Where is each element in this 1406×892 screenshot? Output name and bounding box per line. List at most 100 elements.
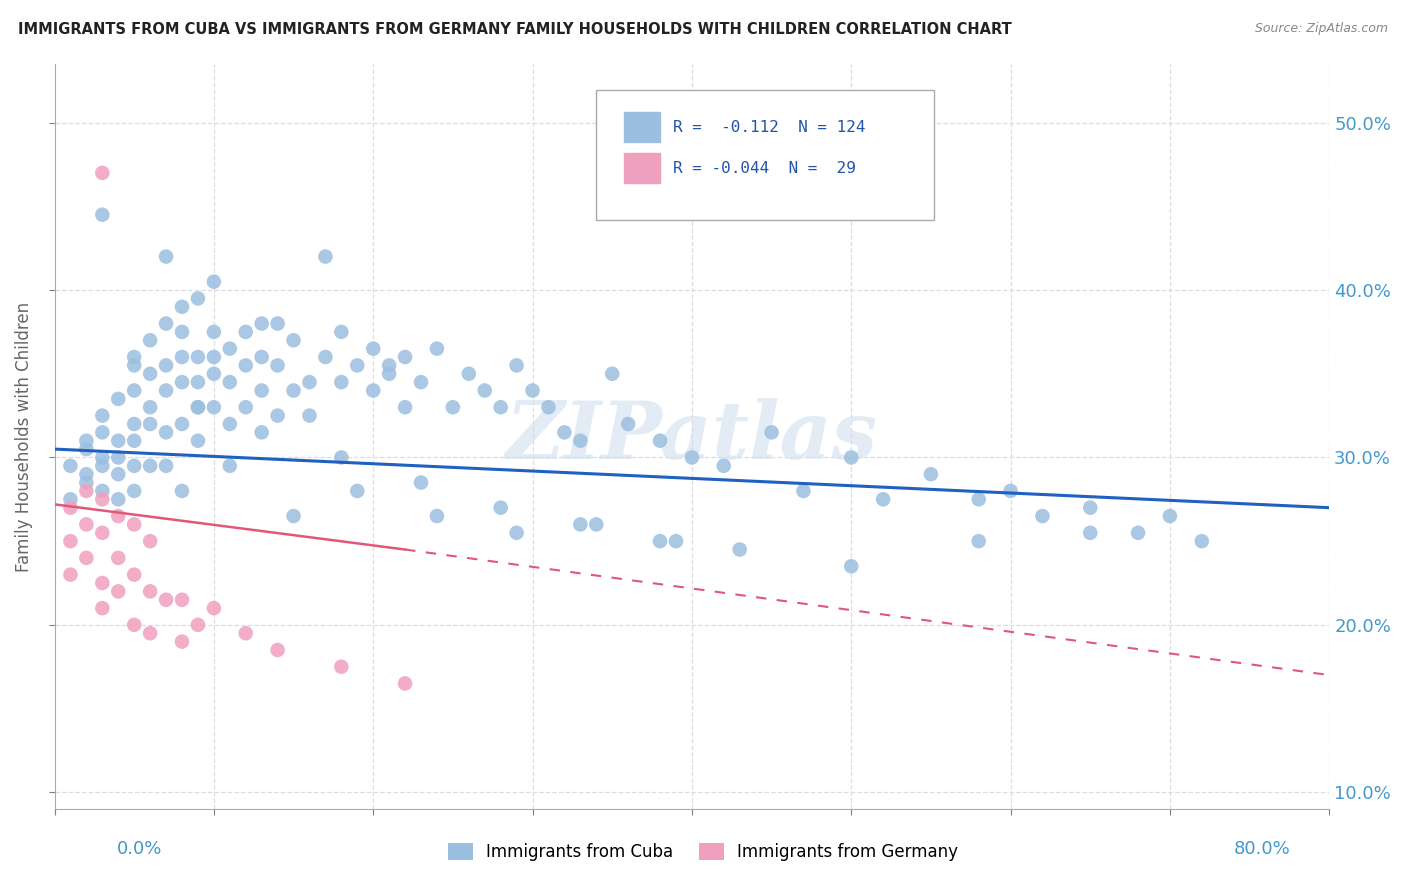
Point: [1078, 525, 1101, 540]
Point: [314, 250, 336, 264]
Point: [665, 534, 688, 549]
Text: 0.0%: 0.0%: [117, 840, 162, 858]
Point: [91, 492, 114, 507]
Point: [266, 643, 288, 657]
Point: [409, 475, 432, 490]
Point: [187, 618, 209, 632]
Point: [107, 509, 129, 524]
Point: [441, 401, 464, 415]
Point: [187, 350, 209, 364]
Point: [91, 425, 114, 440]
Point: [59, 492, 82, 507]
Point: [139, 458, 162, 473]
Text: R =  -0.112  N = 124: R = -0.112 N = 124: [673, 120, 865, 135]
Point: [920, 467, 942, 482]
Point: [139, 417, 162, 431]
Bar: [624, 112, 659, 143]
Point: [107, 434, 129, 448]
Point: [394, 350, 416, 364]
Point: [283, 384, 305, 398]
Point: [139, 333, 162, 347]
Point: [839, 450, 862, 465]
Point: [1078, 500, 1101, 515]
Text: 80.0%: 80.0%: [1234, 840, 1291, 858]
Point: [218, 375, 240, 389]
Point: [59, 458, 82, 473]
Point: [91, 601, 114, 615]
Point: [713, 458, 735, 473]
Text: Source: ZipAtlas.com: Source: ZipAtlas.com: [1254, 22, 1388, 36]
Point: [617, 417, 640, 431]
Point: [75, 467, 97, 482]
Point: [91, 166, 114, 180]
Point: [75, 483, 97, 498]
Point: [59, 534, 82, 549]
Point: [187, 401, 209, 415]
Point: [170, 634, 193, 648]
Point: [75, 434, 97, 448]
Point: [1000, 483, 1022, 498]
Point: [474, 384, 496, 398]
Point: [91, 483, 114, 498]
Point: [170, 375, 193, 389]
Point: [967, 534, 990, 549]
Point: [426, 509, 449, 524]
Point: [505, 525, 527, 540]
Point: [266, 359, 288, 373]
Point: [218, 417, 240, 431]
Text: ZIPatlas: ZIPatlas: [506, 398, 877, 475]
Point: [75, 550, 97, 565]
Bar: [624, 153, 659, 183]
Point: [155, 250, 177, 264]
Point: [648, 534, 671, 549]
Point: [872, 492, 894, 507]
Point: [59, 567, 82, 582]
Point: [91, 450, 114, 465]
Point: [298, 375, 321, 389]
Point: [761, 425, 783, 440]
Point: [330, 659, 353, 673]
Point: [330, 450, 353, 465]
Point: [155, 384, 177, 398]
Point: [489, 401, 512, 415]
Point: [170, 483, 193, 498]
Point: [505, 359, 527, 373]
Point: [155, 458, 177, 473]
Point: [139, 626, 162, 640]
FancyBboxPatch shape: [596, 90, 934, 220]
Point: [569, 434, 592, 448]
Point: [202, 367, 225, 381]
Point: [122, 417, 145, 431]
Point: [600, 367, 623, 381]
Point: [1031, 509, 1053, 524]
Point: [170, 300, 193, 314]
Point: [139, 401, 162, 415]
Point: [250, 350, 273, 364]
Point: [314, 350, 336, 364]
Point: [107, 492, 129, 507]
Point: [75, 475, 97, 490]
Point: [681, 450, 703, 465]
Point: [122, 384, 145, 398]
Point: [107, 467, 129, 482]
Point: [585, 517, 607, 532]
Point: [250, 384, 273, 398]
Point: [187, 292, 209, 306]
Point: [235, 359, 257, 373]
Point: [170, 325, 193, 339]
Point: [346, 359, 368, 373]
Point: [170, 350, 193, 364]
Point: [235, 626, 257, 640]
Point: [378, 367, 401, 381]
Point: [91, 525, 114, 540]
Point: [218, 458, 240, 473]
Point: [361, 342, 384, 356]
Point: [330, 325, 353, 339]
Point: [122, 517, 145, 532]
Point: [394, 401, 416, 415]
Point: [202, 601, 225, 615]
Point: [283, 509, 305, 524]
Point: [648, 434, 671, 448]
Text: IMMIGRANTS FROM CUBA VS IMMIGRANTS FROM GERMANY FAMILY HOUSEHOLDS WITH CHILDREN : IMMIGRANTS FROM CUBA VS IMMIGRANTS FROM …: [18, 22, 1012, 37]
Point: [122, 350, 145, 364]
